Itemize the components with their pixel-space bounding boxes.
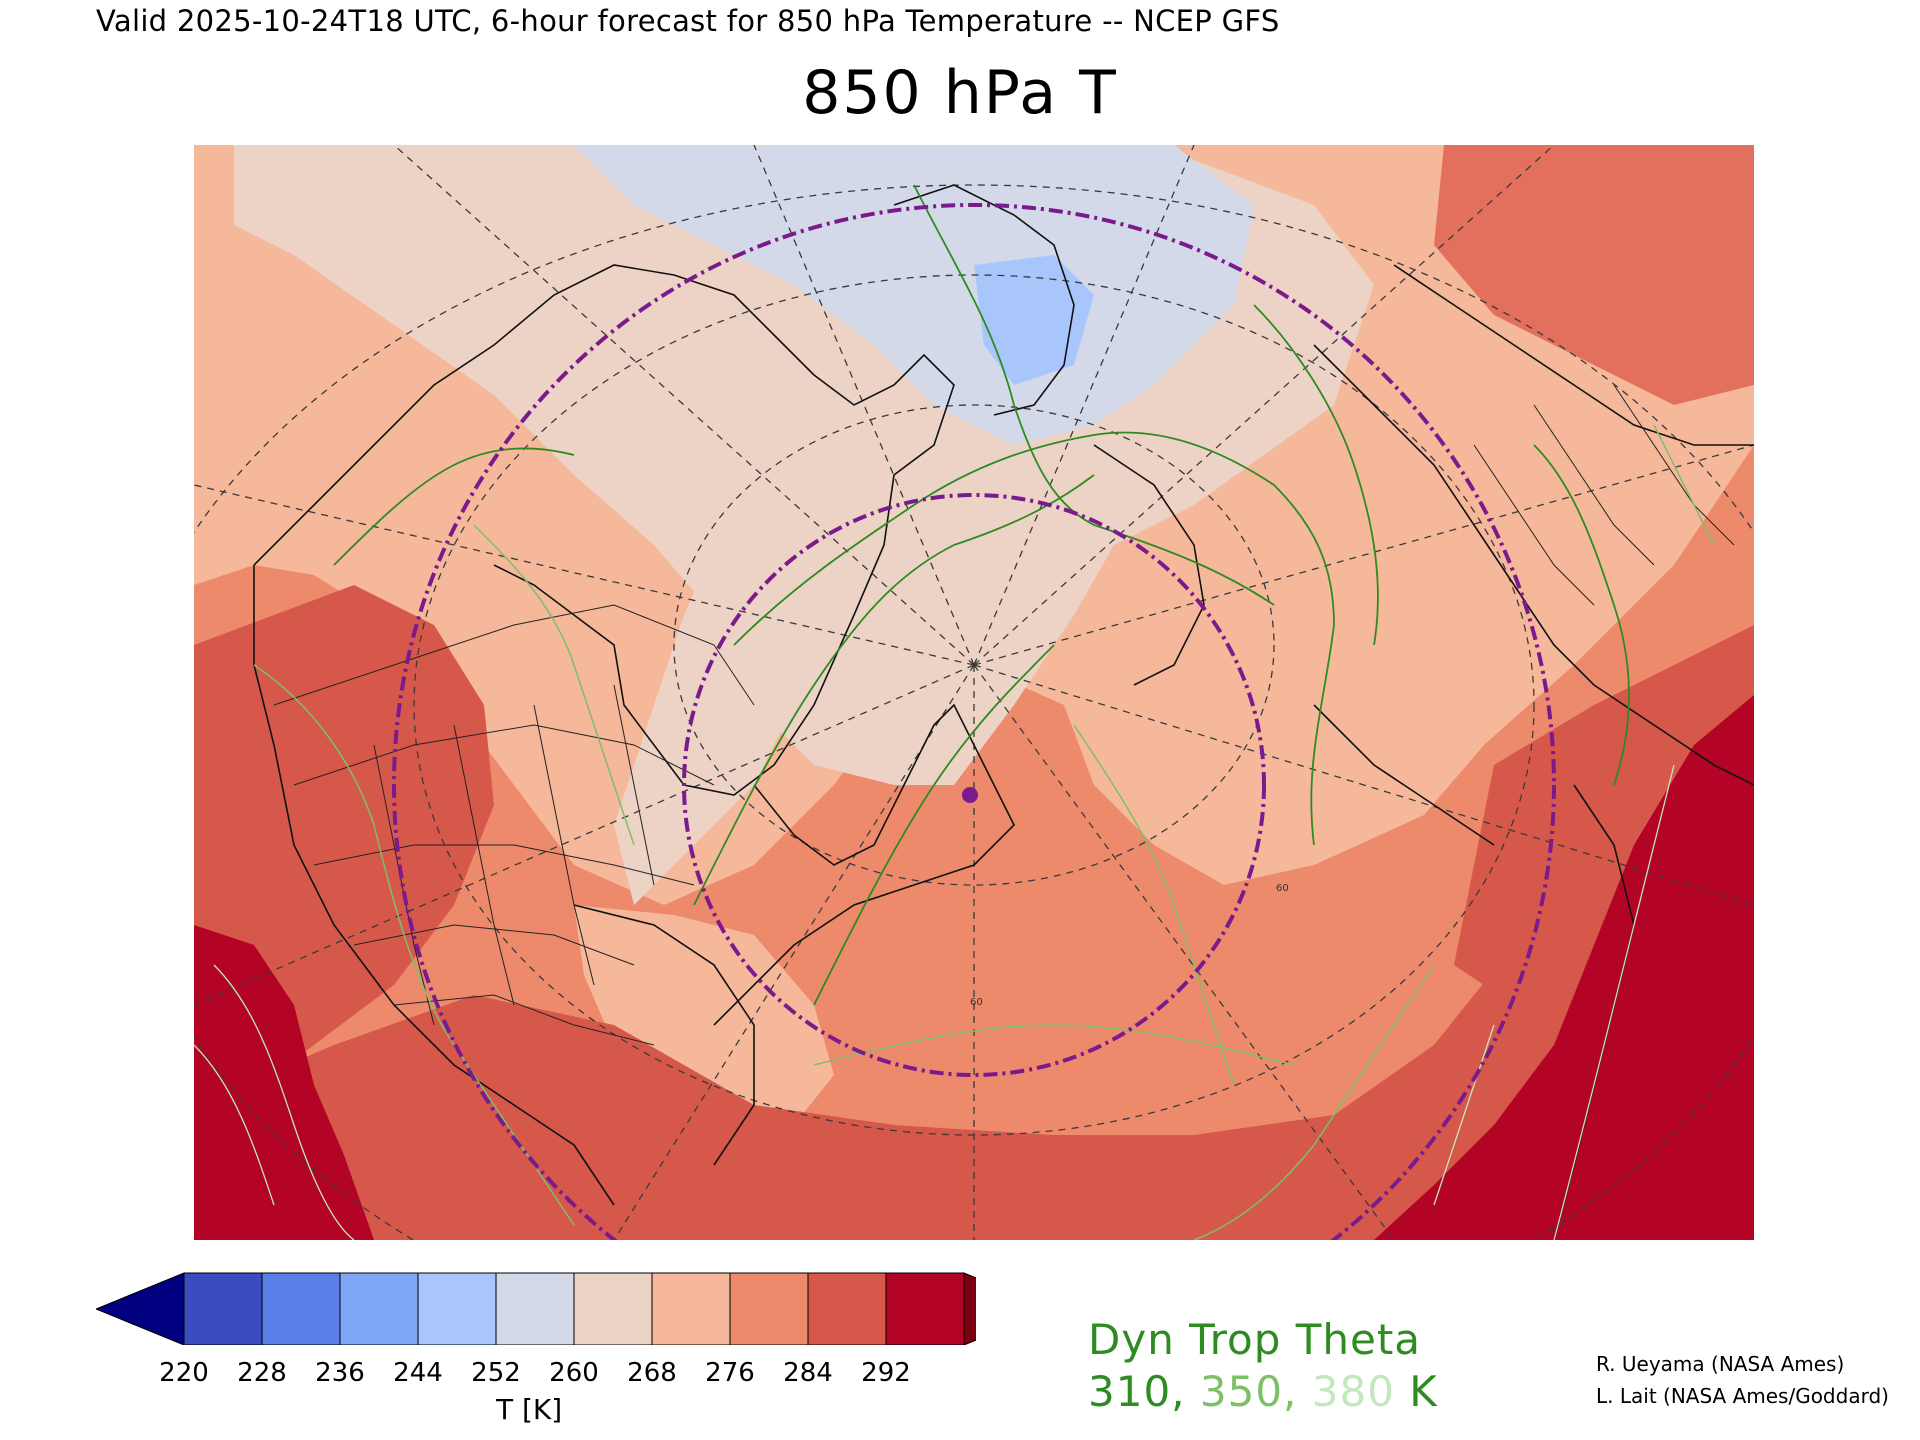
colorbar-segment-7 — [729, 1272, 809, 1346]
colorbar-segment-6 — [651, 1272, 731, 1346]
colorbar-segment-4 — [495, 1272, 575, 1346]
station-marker — [962, 787, 978, 803]
trop-theta-legend-values: 310, 350, 380 K — [1088, 1367, 1438, 1416]
colorbar-segment-0 — [183, 1272, 263, 1346]
colorbar-tick-252: 252 — [471, 1358, 521, 1388]
legend-sep: , — [1171, 1367, 1200, 1416]
colorbar-segment-3 — [417, 1272, 497, 1346]
field-284-292-south — [194, 765, 1754, 1240]
trop-theta-unit: K — [1394, 1367, 1438, 1416]
trop-theta-legend-title: Dyn Trop Theta — [1088, 1315, 1422, 1364]
colorbar-tick-276: 276 — [705, 1358, 755, 1388]
trop-theta-value-380: 380 — [1311, 1367, 1395, 1416]
colorbar-label: T [K] — [496, 1393, 563, 1426]
trop-theta-350-contours — [253, 424, 1715, 1240]
grid-label-60-b: 60 — [1276, 883, 1289, 894]
colorbar-tick-284: 284 — [783, 1358, 833, 1388]
map-title: 850 hPa T — [802, 58, 1118, 128]
field-244-252 — [974, 255, 1094, 385]
temperature-map: 60 60 — [194, 145, 1754, 1240]
colorbar-tick-292: 292 — [861, 1358, 911, 1388]
map-subtitle: Valid 2025-10-24T18 UTC, 6-hour forecast… — [96, 4, 1280, 38]
credit-line-1: R. Ueyama (NASA Ames) — [1596, 1352, 1845, 1376]
map-canvas: 60 60 — [194, 145, 1754, 1240]
colorbar-tick-220: 220 — [159, 1358, 209, 1388]
trop-theta-value-310: 310 — [1088, 1367, 1172, 1416]
colorbar-tick-236: 236 — [315, 1358, 365, 1388]
colorbar — [94, 1265, 1054, 1346]
colorbar-tick-260: 260 — [549, 1358, 599, 1388]
credit-line-2: L. Lait (NASA Ames/Goddard) — [1596, 1384, 1889, 1408]
field-252-260 — [574, 145, 1254, 445]
colorbar-segment-1 — [261, 1272, 341, 1346]
field-292-plus-se — [1374, 695, 1754, 1240]
coastlines — [253, 184, 1754, 1240]
legend-sep: , — [1283, 1367, 1312, 1416]
colorbar-tick-244: 244 — [393, 1358, 443, 1388]
graticule-meridians — [194, 145, 1754, 1240]
colorbar-tick-228: 228 — [237, 1358, 287, 1388]
field-284-292-europe — [1434, 145, 1754, 405]
trop-theta-380-contours — [194, 764, 1675, 1240]
field-292-plus-sw — [194, 925, 374, 1240]
colorbar-arrow-high — [963, 1272, 1054, 1346]
colorbar-svg — [94, 1272, 1054, 1346]
colorbar-segment-2 — [339, 1272, 419, 1346]
colorbar-arrow-low — [94, 1272, 185, 1346]
colorbar-segment-5 — [573, 1272, 653, 1346]
colorbar-segment-8 — [807, 1272, 887, 1346]
trop-theta-value-350: 350 — [1199, 1367, 1284, 1416]
grid-label-60-a: 60 — [970, 997, 983, 1008]
colorbar-tick-268: 268 — [627, 1358, 677, 1388]
trop-theta-310-contours — [333, 184, 1630, 1006]
colorbar-segment-9 — [885, 1272, 965, 1346]
range-rings — [392, 203, 1556, 1240]
field-284-292-east — [1454, 625, 1754, 1005]
